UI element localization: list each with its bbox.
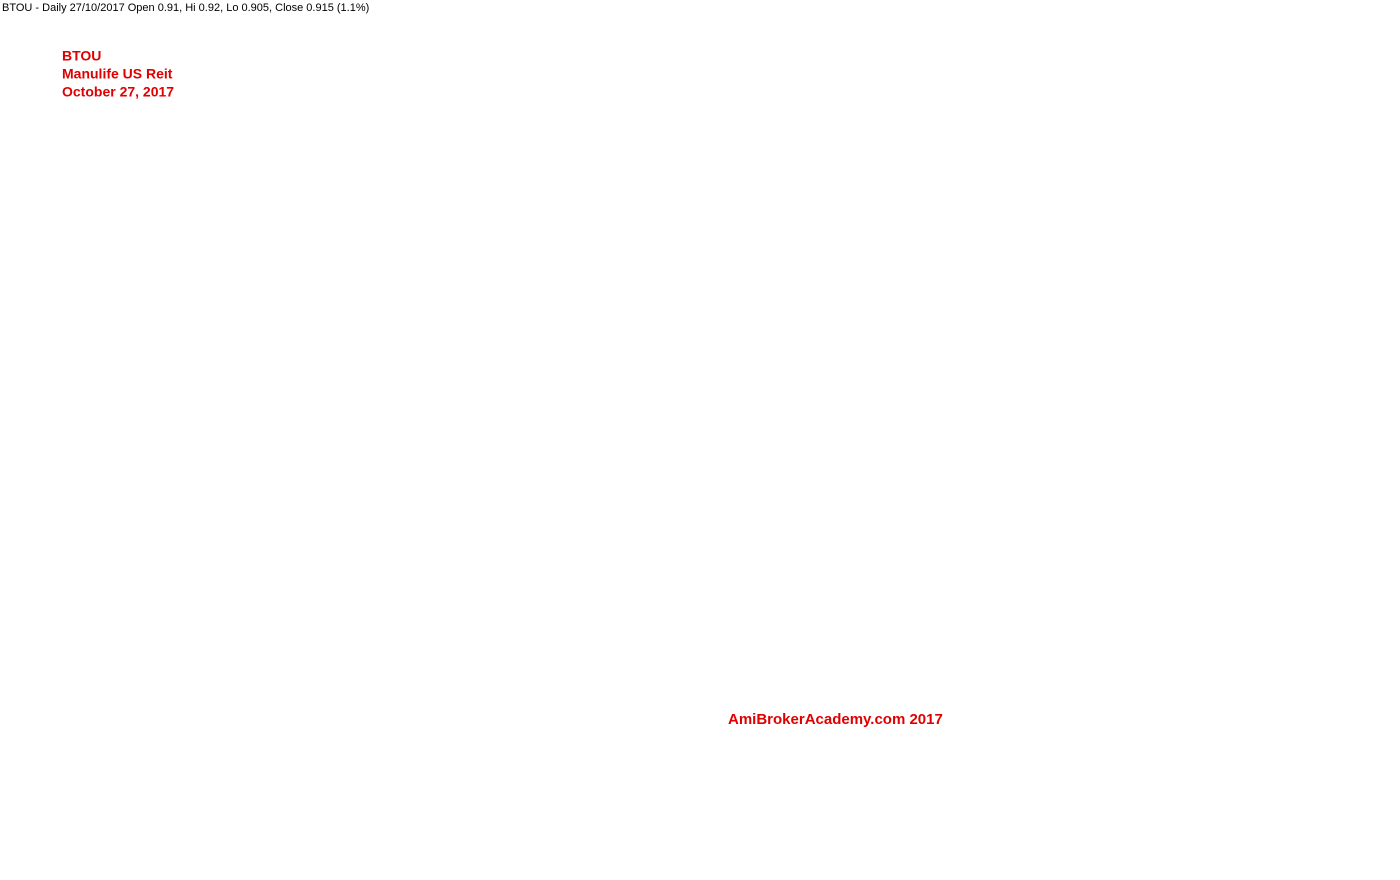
annotation: BTOU — [62, 48, 101, 64]
annotation: Manulife US Reit — [62, 66, 173, 82]
annotation: October 27, 2017 — [62, 84, 174, 100]
watermark: AmiBrokerAcademy.com 2017 — [728, 711, 943, 728]
chart-title: BTOU - Daily 27/10/2017 Open 0.91, Hi 0.… — [2, 2, 369, 14]
